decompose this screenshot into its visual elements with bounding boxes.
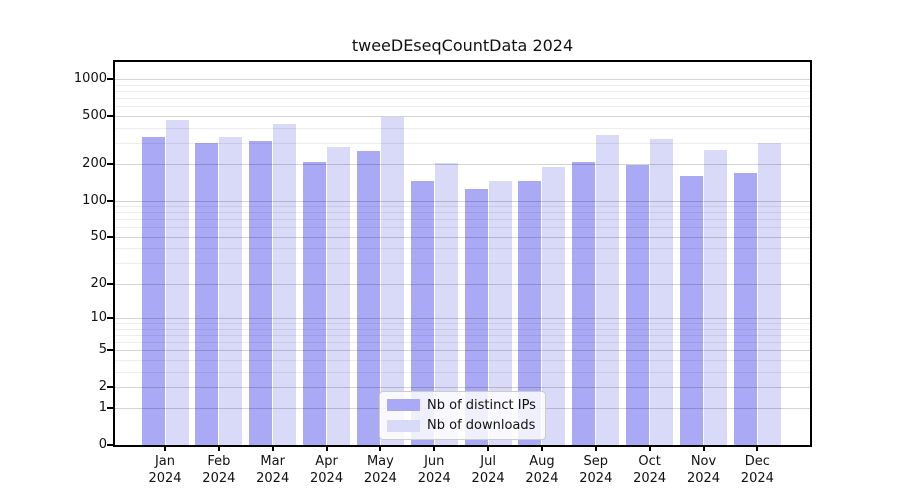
x-tick-mark: [325, 445, 328, 451]
x-tick-mark: [648, 445, 651, 451]
gridline-900: [115, 84, 810, 86]
y-tick-label-2: 2: [98, 378, 107, 394]
gridline-600: [115, 106, 810, 108]
bar-jul-distinct-ips: [464, 188, 488, 445]
x-tick-label-jul: Jul 2024: [471, 454, 505, 486]
y-tick-label-10: 10: [90, 309, 107, 325]
bar-mar-distinct-ips: [249, 140, 273, 445]
gridline-400: [115, 127, 810, 129]
bar-dec-downloads: [757, 142, 781, 445]
bar-sep-downloads: [596, 134, 620, 445]
y-tick-mark: [107, 282, 113, 285]
x-tick-label-apr: Apr 2024: [310, 454, 344, 486]
bar-apr-distinct-ips: [303, 161, 327, 445]
bar-may-downloads: [380, 116, 404, 445]
y-tick-mark: [107, 385, 113, 388]
gridline-800: [115, 90, 810, 92]
legend-label-downloads: Nb of downloads: [427, 418, 536, 434]
bar-aug-downloads: [542, 166, 566, 445]
x-tick-label-dec: Dec 2024: [740, 454, 774, 486]
legend-entry-downloads: Nb of downloads: [380, 418, 545, 433]
gridline-500: [115, 115, 810, 117]
bar-jul-downloads: [488, 181, 512, 445]
bar-feb-downloads: [219, 136, 243, 445]
chart-title: tweeDEseqCountData 2024: [351, 36, 574, 55]
legend: Nb of distinct IPs Nb of downloads: [379, 391, 546, 440]
bar-jun-downloads: [434, 162, 458, 445]
x-tick-mark: [164, 445, 166, 451]
bar-dec-distinct-ips: [733, 172, 757, 445]
legend-swatch-distinct-ips: [387, 399, 420, 412]
gridline-1000: [115, 79, 810, 80]
y-tick-mark: [107, 114, 113, 117]
y-tick-label-200: 200: [82, 156, 107, 172]
bar-jan-downloads: [165, 120, 189, 445]
y-tick-mark: [107, 78, 113, 81]
bar-jan-distinct-ips: [141, 136, 165, 445]
x-tick-mark: [702, 445, 705, 451]
x-tick-mark: [487, 445, 490, 451]
y-tick-mark: [107, 349, 113, 352]
x-tick-mark: [594, 445, 597, 451]
x-tick-mark: [271, 445, 274, 451]
x-tick-label-jan: Jan 2024: [148, 454, 182, 486]
y-tick-mark: [107, 199, 113, 202]
y-tick-mark: [107, 407, 113, 410]
bar-nov-distinct-ips: [680, 175, 703, 445]
x-tick-label-sep: Sep 2024: [579, 454, 613, 486]
bar-sep-distinct-ips: [572, 161, 596, 445]
bar-oct-downloads: [650, 139, 674, 445]
x-tick-label-jun: Jun 2024: [417, 454, 451, 486]
x-tick-mark: [433, 445, 436, 451]
x-tick-label-may: May 2024: [363, 454, 397, 486]
y-tick-label-50: 50: [90, 228, 107, 244]
x-tick-mark: [756, 445, 759, 451]
x-tick-label-mar: Mar 2024: [256, 454, 290, 486]
y-tick-label-100: 100: [82, 192, 107, 208]
y-tick-mark: [107, 163, 113, 166]
bar-may-distinct-ips: [356, 151, 380, 445]
y-tick-mark: [107, 316, 113, 319]
bar-apr-downloads: [327, 147, 351, 445]
bar-oct-distinct-ips: [626, 165, 650, 445]
bar-jun-distinct-ips: [410, 181, 434, 445]
x-tick-mark: [217, 445, 220, 451]
gridline-700: [115, 97, 810, 99]
y-tick-label-5: 5: [98, 342, 107, 358]
x-tick-label-nov: Nov 2024: [686, 454, 721, 486]
bar-aug-distinct-ips: [518, 181, 542, 445]
x-tick-label-oct: Oct 2024: [633, 454, 667, 486]
x-tick-label-aug: Aug 2024: [525, 454, 559, 486]
bar-mar-downloads: [273, 123, 297, 445]
y-tick-mark: [107, 235, 113, 238]
y-tick-label-20: 20: [90, 275, 107, 291]
y-tick-label-0: 0: [98, 437, 107, 452]
legend-entry-distinct-ips: Nb of distinct IPs: [380, 398, 545, 413]
x-tick-mark: [540, 445, 543, 451]
bar-feb-distinct-ips: [195, 142, 219, 445]
y-tick-mark: [107, 444, 113, 446]
bar-nov-downloads: [704, 150, 727, 445]
y-tick-label-1: 1: [98, 400, 107, 416]
legend-label-distinct-ips: Nb of distinct IPs: [427, 397, 536, 413]
y-tick-label-500: 500: [82, 107, 107, 123]
legend-swatch-downloads: [387, 419, 420, 432]
plot-area: [113, 60, 812, 447]
x-tick-label-feb: Feb 2024: [202, 454, 236, 486]
y-tick-label-1000: 1000: [73, 71, 107, 87]
x-tick-mark: [379, 445, 382, 451]
